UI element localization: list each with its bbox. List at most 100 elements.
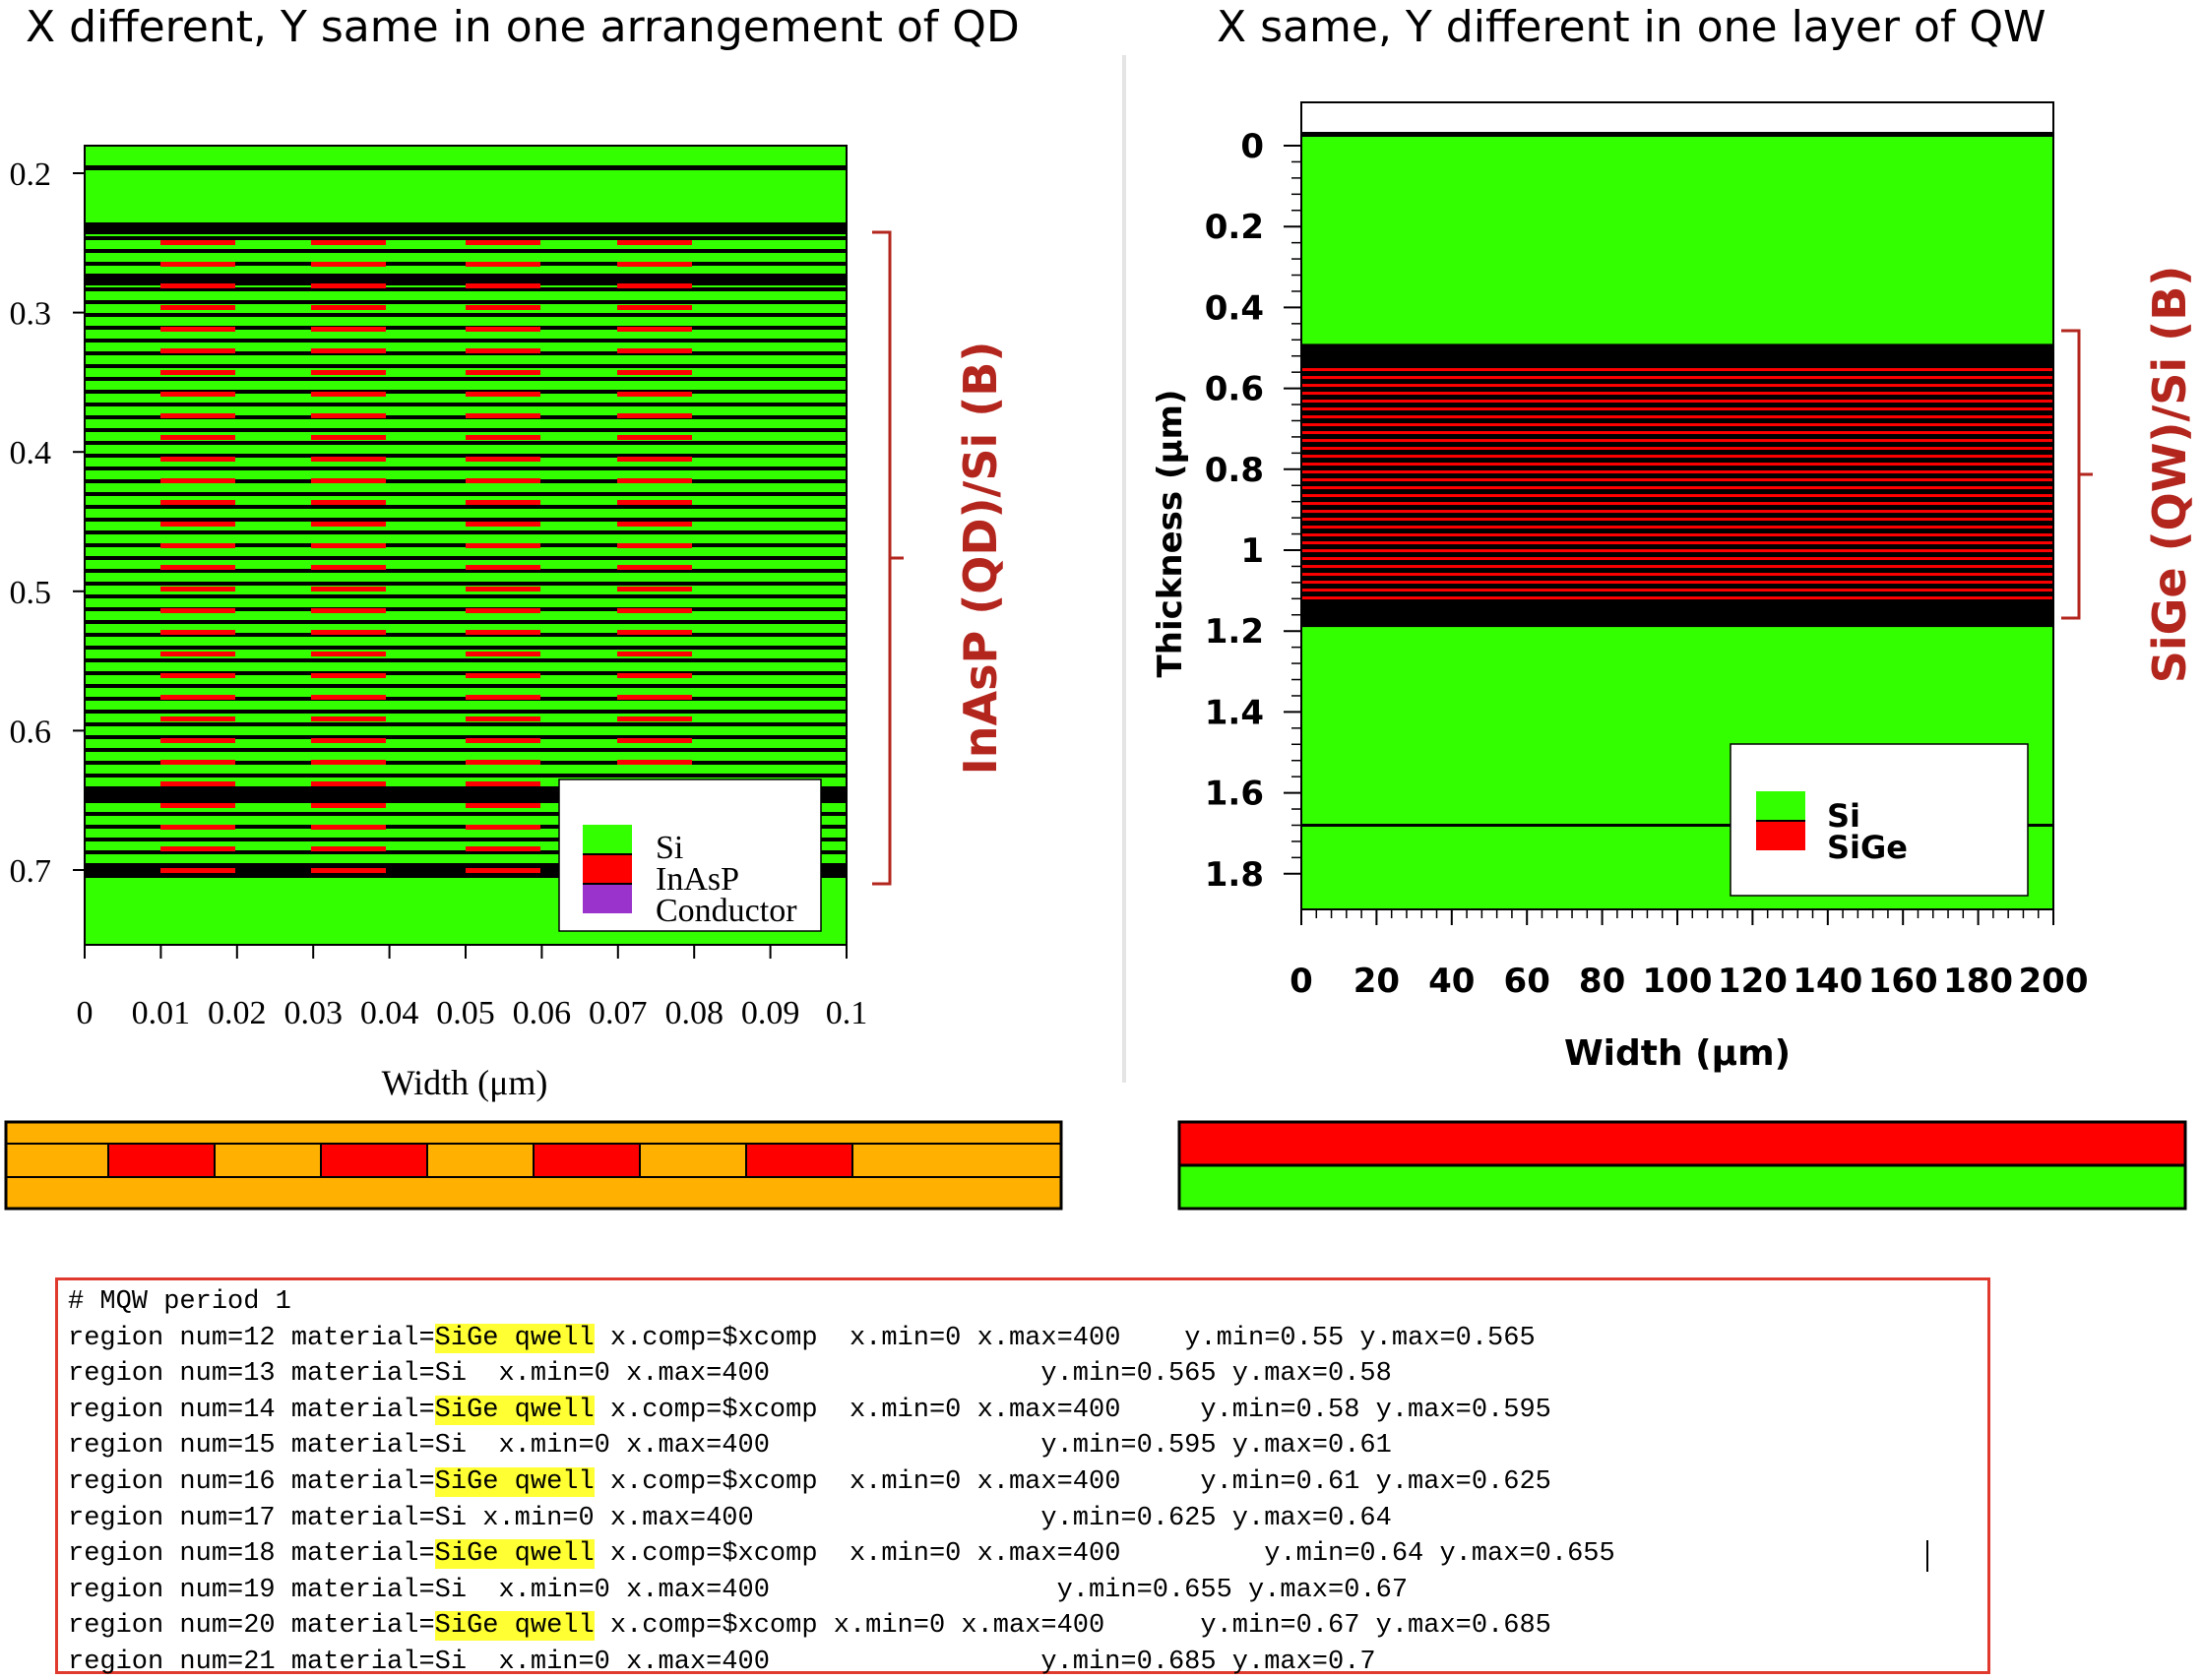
layer-line — [85, 275, 847, 279]
qd-dot — [745, 1143, 853, 1178]
y-tick-label: 1.8 — [1205, 855, 1264, 895]
layer-line — [85, 850, 847, 854]
sige-well — [1301, 510, 2053, 514]
code-text: region num=21 material=Si x.min=0 x.max=… — [68, 1648, 1376, 1677]
code-text: x.comp=$xcomp x.min=0 x.max=400 y.min=0.… — [594, 1539, 1615, 1570]
inasp-dot — [311, 587, 386, 591]
text-caret — [1926, 1540, 1928, 1573]
inasp-dot — [466, 781, 540, 786]
inasp-dot — [466, 370, 540, 375]
x-tick-label: 120 — [1718, 962, 1788, 1001]
inasp-dot — [160, 587, 235, 591]
inasp-dot — [617, 262, 692, 267]
inasp-dot — [160, 457, 235, 462]
layer-line — [85, 710, 847, 714]
sige-well — [1301, 368, 2053, 372]
inasp-dot — [617, 370, 692, 375]
y-tick-label: 0.2 — [10, 156, 52, 193]
right-bracket — [2061, 329, 2093, 620]
code-line: region num=12 material=SiGe qwell x.comp… — [68, 1321, 1536, 1356]
layer-line — [85, 287, 847, 291]
layer-line — [85, 748, 847, 752]
highlighted-material: SiGe qwell — [434, 1467, 595, 1497]
inasp-dot — [160, 738, 235, 743]
right-x-axis-label: Width (μm) — [1564, 1033, 1791, 1074]
sige-well — [1301, 431, 2053, 435]
layer-line — [85, 441, 847, 445]
code-box: # MQW period 1 region num=12 material=SiG… — [55, 1277, 1990, 1677]
inasp-dot — [160, 608, 235, 613]
layer-line — [85, 467, 847, 470]
inasp-dot — [466, 652, 540, 656]
inasp-dot — [617, 565, 692, 570]
inasp-dot — [311, 435, 386, 440]
inasp-dot — [466, 673, 540, 678]
code-text: region num=20 material= — [68, 1611, 435, 1642]
inasp-dot — [617, 716, 692, 721]
layer-line — [85, 646, 847, 650]
sige-well — [1301, 596, 2053, 600]
layer-line — [85, 364, 847, 368]
right-title: X same, Y different in one layer of QW — [1217, 2, 2046, 52]
layer-line — [85, 339, 847, 342]
code-text: x.comp=$xcomp x.min=0 x.max=400 y.min=0.… — [594, 1395, 1551, 1425]
legend-si-label: Si — [656, 830, 683, 866]
y-tick-label: 1.4 — [1205, 693, 1264, 732]
code-line: region num=17 material=Si x.min=0 x.max=… — [68, 1501, 1392, 1536]
y-tick-label: 0.5 — [10, 575, 52, 611]
highlighted-material: SiGe qwell — [434, 1611, 595, 1642]
code-text: region num=14 material= — [68, 1395, 435, 1425]
inasp-dot — [466, 435, 540, 440]
y-tick-label: 0.6 — [10, 714, 52, 750]
code-text: # MQW period 1 — [68, 1287, 291, 1317]
inasp-dot — [311, 500, 386, 505]
inasp-dot — [311, 652, 386, 656]
qw-si-layer — [1177, 1163, 2187, 1211]
code-line: region num=20 material=SiGe qwell x.comp… — [68, 1608, 1551, 1644]
inasp-dot — [617, 413, 692, 418]
inasp-dot — [617, 435, 692, 440]
inasp-dot — [160, 846, 235, 851]
layer-line — [85, 454, 847, 458]
legend-si-swatch — [583, 825, 632, 854]
inasp-dot — [311, 392, 386, 397]
inasp-dot — [617, 283, 692, 288]
layer-line — [85, 620, 847, 624]
inasp-dot — [617, 327, 692, 332]
legend-si-label: Si — [1827, 797, 1860, 835]
sige-well — [1301, 549, 2053, 553]
legend-sige-swatch — [1756, 821, 1805, 850]
layer-line — [85, 838, 847, 841]
inasp-dot — [617, 500, 692, 505]
inasp-dot — [311, 695, 386, 700]
inasp-dot — [160, 803, 235, 808]
inasp-dot — [617, 305, 692, 310]
inasp-dot — [160, 500, 235, 505]
inasp-dot — [160, 392, 235, 397]
qw-layer-schematic — [1177, 1120, 2187, 1211]
left-bracket — [872, 230, 904, 886]
inasp-dot — [311, 262, 386, 267]
code-line: region num=13 material=Si x.min=0 x.max=… — [68, 1356, 1392, 1392]
left-legend: Si InAsP Conductor — [558, 778, 822, 932]
inasp-dot — [311, 565, 386, 570]
inasp-dot — [160, 673, 235, 678]
code-line: region num=15 material=Si x.min=0 x.max=… — [68, 1428, 1392, 1463]
sige-well — [1301, 463, 2053, 467]
sige-well — [1301, 455, 2053, 459]
layer-line — [85, 658, 847, 662]
sige-well — [1301, 573, 2053, 577]
inasp-dot — [311, 305, 386, 310]
code-text: x.comp=$xcomp x.min=0 x.max=400 y.min=0.… — [594, 1467, 1551, 1497]
inasp-dot — [617, 630, 692, 635]
right-layer-stack — [1301, 132, 2053, 827]
inasp-dot — [466, 262, 540, 267]
black-band — [85, 222, 847, 234]
left-structure-plot: 0 0.01 0.02 0.03 0.04 0.05 0.06 0.07 0.08 0.09 0.1… — [10, 145, 1007, 1102]
inasp-dot — [466, 608, 540, 613]
highlighted-material: SiGe qwell — [434, 1395, 595, 1425]
inasp-dot — [617, 543, 692, 548]
layer-line — [85, 428, 847, 432]
layer-line — [85, 594, 847, 598]
inasp-dot — [466, 716, 540, 721]
